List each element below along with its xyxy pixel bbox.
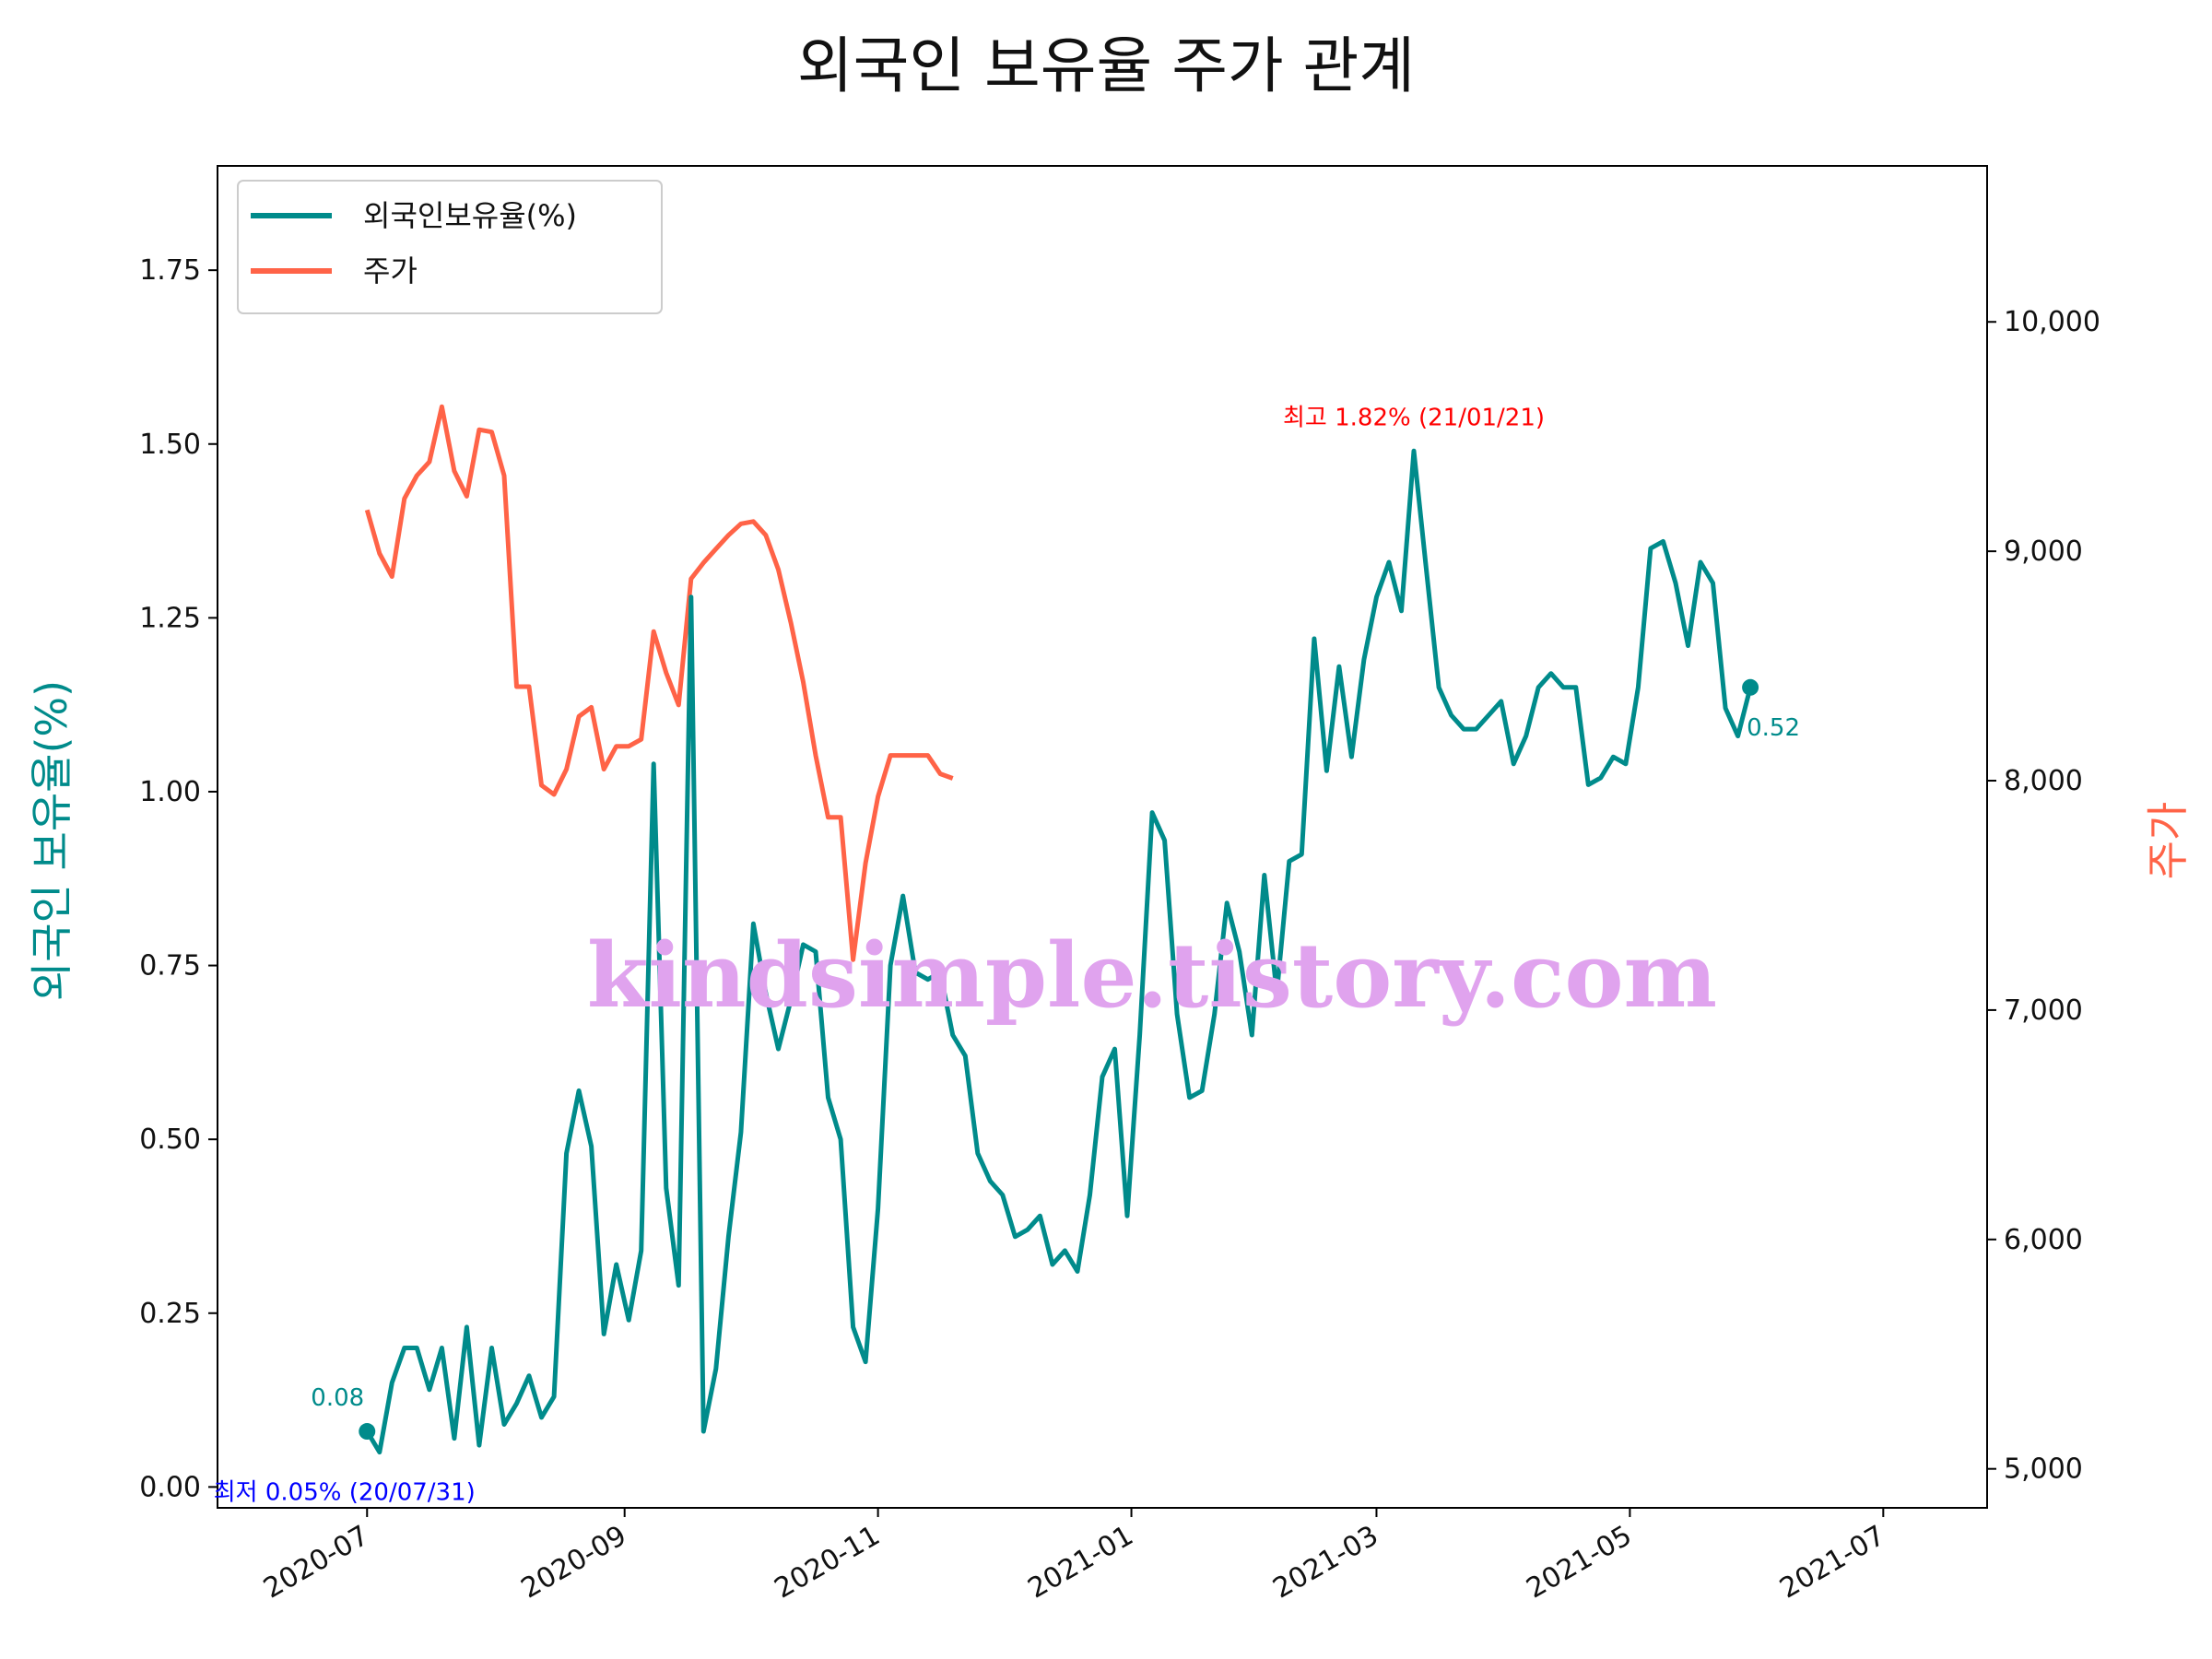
right-tick-label: 10,000 — [2004, 306, 2100, 338]
series-line-price — [364, 404, 954, 962]
legend-label-holding: 외국인보유율(%) — [363, 198, 577, 233]
x-tick-label: 2020-07 — [258, 1520, 374, 1606]
x-tick-label: 2020-11 — [770, 1520, 886, 1606]
right-tick-label: 5,000 — [2004, 1453, 2083, 1486]
x-tick-label: 2020-09 — [516, 1520, 632, 1606]
right-tick-label: 6,000 — [2004, 1224, 2083, 1256]
legend-box — [237, 180, 663, 314]
right-tick-label: 8,000 — [2004, 765, 2083, 797]
left-tick-label: 1.00 — [139, 776, 201, 808]
end-value-label: 0.52 — [1747, 714, 1800, 742]
right-tick-label: 7,000 — [2004, 994, 2083, 1027]
series-layer — [364, 404, 1753, 1455]
left-tick-label: 0.75 — [139, 950, 201, 982]
x-tick-label: 2021-07 — [1774, 1520, 1890, 1606]
max-annotation: 최고 1.82% (21/01/21) — [1283, 404, 1545, 431]
chart-title: 외국인 보유율 주가 관계 — [797, 30, 1415, 101]
legend: 외국인보유율(%) 주가 — [237, 180, 663, 314]
series-line-holding — [365, 448, 1753, 1455]
right-axis: 5,000 6,000 7,000 8,000 9,000 10,000 — [1987, 306, 2100, 1486]
left-axis-label: 외국인 보유율(%) — [27, 680, 76, 1001]
left-tick-label: 1.50 — [139, 429, 201, 461]
x-tick-label: 2021-05 — [1521, 1520, 1637, 1606]
left-tick-label: 1.25 — [139, 602, 201, 634]
min-annotation: 최저 0.05% (20/07/31) — [214, 1479, 476, 1507]
x-tick-label: 2021-01 — [1022, 1520, 1138, 1606]
left-tick-label: 0.00 — [139, 1471, 201, 1503]
end-point-marker — [1742, 678, 1759, 696]
start-point-marker — [359, 1423, 376, 1441]
start-value-label: 0.08 — [311, 1384, 364, 1412]
left-tick-label: 0.50 — [139, 1124, 201, 1156]
plot-frame — [217, 165, 1988, 1509]
right-axis-label: 주가 — [2143, 802, 2193, 880]
left-tick-label: 0.25 — [139, 1298, 201, 1330]
x-tick-label: 2021-03 — [1267, 1520, 1383, 1606]
left-axis: 0.00 0.25 0.50 0.75 1.00 1.25 1.50 1.75 — [139, 254, 218, 1503]
legend-label-price: 주가 — [363, 253, 418, 288]
left-tick-label: 1.75 — [139, 254, 201, 287]
right-tick-label: 9,000 — [2004, 535, 2083, 568]
watermark: kindsimple.tistory.com — [587, 924, 1717, 1028]
x-axis: 2020-07 2020-09 2020-11 2021-01 2021-03 2021-… — [258, 1508, 1890, 1606]
